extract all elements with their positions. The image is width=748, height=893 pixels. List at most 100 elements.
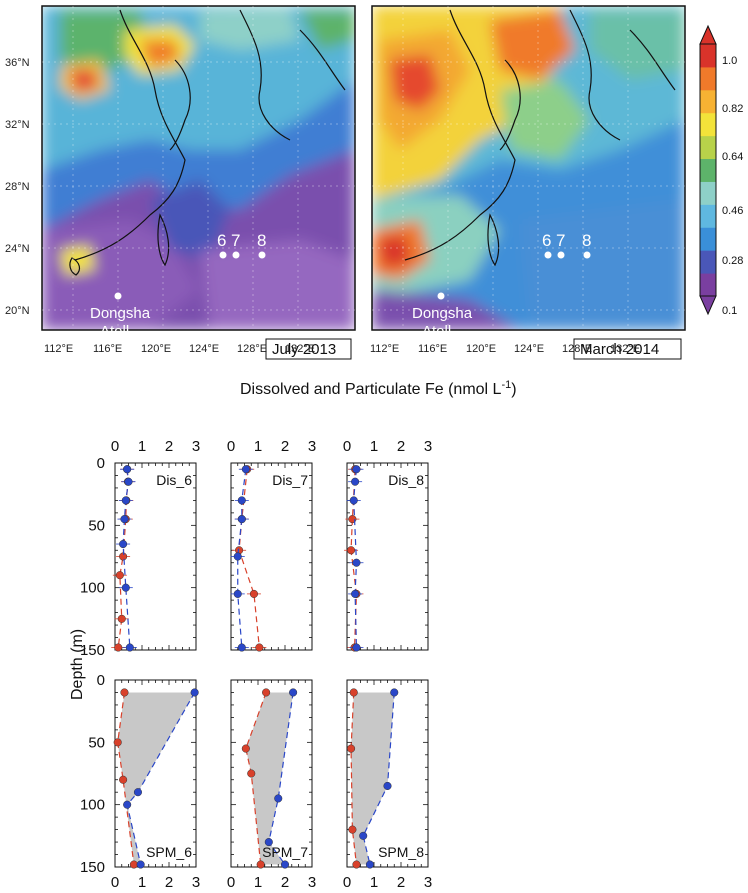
colorbar-frame [699, 43, 717, 297]
blue-series-point [351, 589, 360, 598]
blue-series-point [133, 788, 142, 797]
colorbar-segment [700, 181, 716, 205]
panel-label: Dis_7 [272, 472, 308, 488]
y-tick-label: 150 [80, 859, 105, 876]
lon-tick-128-r: 128°E [562, 343, 592, 355]
lat-ticks-july: 36°N 32°N 28°N 24°N 20°N [5, 57, 30, 317]
station-8-marker-m [583, 251, 591, 259]
map-march-2014: 6 7 8 Dongsha Atoll March 2014 112°E 116… [370, 5, 686, 360]
lon-tick-116-r: 116°E [418, 343, 447, 355]
blue-series-line [362, 692, 395, 865]
blue-series-line [126, 692, 196, 865]
blue-series-point [123, 800, 132, 809]
lon-tick-132-r: 132°E [610, 343, 640, 355]
blue-series-point [365, 860, 375, 869]
colorbar-bottom-arrow [699, 295, 717, 316]
dongsha-label-line2: Atoll [100, 323, 129, 340]
x-tick-label-top: 3 [308, 438, 316, 455]
gridlines-march [372, 6, 685, 330]
red-series-point [352, 860, 361, 869]
lon-tick-116-l: 116°E [93, 343, 122, 355]
y-tick-label: 150 [80, 642, 105, 659]
panel-label: Dis_6 [156, 472, 192, 488]
lon-tick-120-r: 120°E [466, 343, 496, 355]
station-6-marker-m [544, 251, 552, 259]
gridlines-july [42, 6, 355, 330]
blue-series-point [237, 496, 246, 505]
lon-tick-132-l: 132°E [285, 343, 315, 355]
station-7-marker [232, 251, 240, 259]
date-label-july: July 2013 [272, 341, 336, 358]
blue-series-point [241, 465, 250, 474]
blue-series-line [268, 692, 294, 865]
blue-series-point [351, 477, 360, 486]
blue-series-line [237, 469, 247, 648]
blue-series-point [237, 643, 246, 652]
cbar-tick-1: 1.0 [722, 55, 737, 67]
red-series-point [247, 769, 256, 778]
map-figure: 6 7 8 Dongsha Atoll July 2013 36°N 32°N … [5, 5, 743, 360]
cbar-tick-4: 0.46 [722, 205, 743, 217]
x-tick-label-top: 2 [281, 438, 289, 455]
x-tick-label-bottom: 2 [397, 874, 405, 888]
lon-ticks-july: 112°E 116°E 120°E 124°E 128°E 132°E [44, 343, 315, 355]
blue-series-point [390, 688, 399, 697]
station-6-marker [219, 251, 227, 259]
red-series-line [117, 692, 135, 865]
panel-label: SPM_8 [378, 844, 424, 860]
blue-series-point [352, 643, 361, 652]
x-tick-label-bottom: 3 [308, 874, 316, 888]
blue-series-point [125, 643, 134, 652]
station-6-label: 6 [217, 231, 226, 250]
dongsha-label-line2-m: Atoll [422, 323, 451, 340]
blue-series-point [120, 515, 129, 524]
red-series-point [120, 688, 129, 697]
x-tick-label-top: 0 [111, 438, 119, 455]
red-series-point [347, 744, 356, 753]
blue-series-point [352, 558, 361, 567]
blue-series-point [349, 496, 358, 505]
colorbar-segment [700, 135, 716, 160]
blue-series-point [280, 860, 290, 869]
spm-fill-area [117, 692, 195, 865]
red-series-line [350, 692, 358, 865]
stations-march: 6 7 8 Dongsha Atoll [412, 231, 591, 340]
panel-dis_6: Dis_6 [111, 462, 197, 652]
red-series-point [256, 860, 265, 869]
lat-tick-32: 32°N [5, 119, 30, 131]
panel-label: SPM_6 [146, 844, 192, 860]
map-july-2013: 6 7 8 Dongsha Atoll July 2013 36°N 32°N … [5, 5, 356, 360]
blue-series-point [119, 539, 128, 549]
blue-series-point [264, 838, 273, 847]
red-series-line [245, 692, 267, 865]
lon-tick-120-l: 120°E [141, 343, 171, 355]
red-series-point [113, 738, 122, 747]
red-series-point [117, 614, 126, 623]
coastline-march [404, 9, 676, 267]
x-tick-label-top: 1 [138, 438, 146, 455]
panel-label: Dis_8 [388, 472, 424, 488]
y-tick-label: 100 [80, 580, 105, 597]
cbar-tick-3: 0.64 [722, 151, 743, 163]
red-series-point [255, 643, 264, 652]
lon-tick-128-l: 128°E [237, 343, 267, 355]
x-tick-label-bottom: 1 [138, 874, 146, 888]
y-axis-label: Depth (m) [69, 629, 86, 700]
x-tick-label-top: 0 [343, 438, 351, 455]
lon-tick-124-r: 124°E [514, 343, 544, 355]
blue-series-point [123, 465, 132, 474]
y-tick-label: 50 [88, 734, 105, 751]
panels: 0011223300112233001122330501001500501001… [80, 438, 432, 891]
x-tick-label-bottom: 0 [343, 874, 351, 888]
blue-series-point [237, 515, 246, 524]
colorbar-segment [700, 204, 716, 228]
red-series-point [262, 688, 271, 697]
profile-section: Dissolved and Particulate Fe (nmol L-1) … [0, 370, 748, 891]
y-tick-label: 0 [97, 455, 105, 472]
lon-tick-124-l: 124°E [189, 343, 219, 355]
red-series-point [129, 860, 138, 869]
date-box-july [265, 338, 352, 360]
red-series-point [249, 589, 258, 598]
panel-spm_6: SPM_6 [113, 679, 199, 869]
x-tick-label-top: 1 [370, 438, 378, 455]
